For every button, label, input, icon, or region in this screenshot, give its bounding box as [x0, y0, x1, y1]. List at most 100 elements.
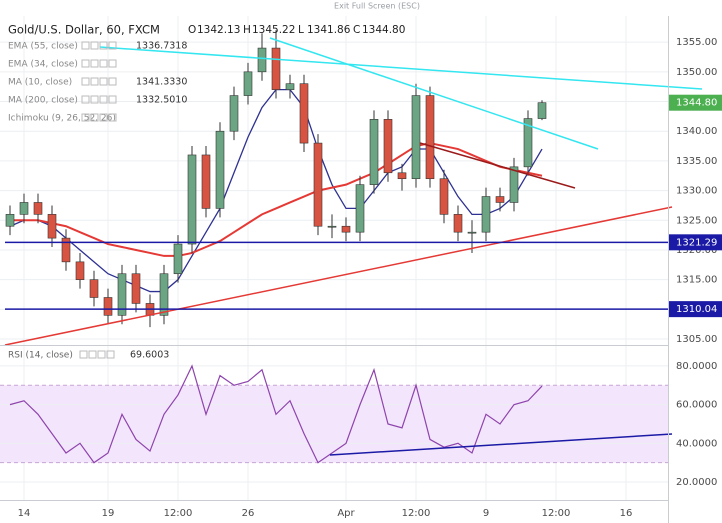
candle-body [285, 83, 295, 90]
candle-body [341, 225, 351, 233]
candle-body [75, 261, 85, 280]
rsi-band [0, 385, 668, 463]
legend-name: MA (200, close) [8, 96, 78, 106]
price-tag [669, 234, 722, 251]
legend-name: EMA (34, close) [8, 60, 78, 70]
ohlc-label: L [298, 24, 304, 36]
candle-body [47, 214, 57, 239]
legend-button [108, 77, 117, 86]
legend-value: 1341.3330 [136, 77, 187, 88]
candle-body [425, 95, 435, 180]
candle-body [33, 202, 43, 215]
legend-button [108, 113, 117, 122]
legend-name: Ichimoku (9, 26, 52, 26) [8, 114, 116, 124]
legend-button [81, 113, 90, 122]
x-tick-label: 19 [102, 508, 115, 519]
candle-body [201, 154, 211, 209]
candle-body [215, 130, 225, 209]
y-tick-label: 1340.00 [676, 126, 717, 137]
candle-body [397, 172, 407, 180]
legend-name: EMA (55, close) [8, 42, 78, 52]
candle-body [495, 196, 505, 203]
legend-button [81, 41, 90, 50]
legend-button [90, 95, 99, 104]
trend-line [419, 142, 576, 189]
ohlc-value: 1342.13 [197, 24, 240, 36]
candle-body [453, 214, 463, 233]
legend-button [90, 113, 99, 122]
legend-button [81, 77, 90, 86]
candle-body [355, 184, 365, 233]
candle-body [411, 95, 421, 180]
ohlc-value: 1345.22 [252, 24, 295, 36]
price-tag-label: 1321.29 [676, 237, 717, 248]
legend-button [88, 350, 97, 359]
legend: Gold/U.S. Dollar, 60, FXCM EMA (55, clos… [8, 23, 405, 361]
rsi-line [9, 364, 543, 464]
candle-body [299, 83, 309, 144]
chart-title: Gold/U.S. Dollar, 60, FXCM [8, 23, 160, 37]
legend-button [79, 350, 88, 359]
candle-body [257, 47, 267, 73]
ohlc-value: 1344.80 [362, 24, 405, 36]
legend-name: MA (10, close) [8, 78, 72, 88]
indicator-title: RSI (14, close) [8, 351, 73, 361]
y-tick-label: 1335.00 [676, 156, 717, 167]
legend-button [106, 350, 115, 359]
legend-button [97, 350, 106, 359]
candle-body [523, 118, 533, 168]
price-tag-label: 1344.80 [676, 98, 717, 109]
candle-body [89, 279, 99, 298]
candle-body [159, 273, 169, 316]
candle-body [103, 297, 113, 316]
legend-button [108, 59, 117, 68]
trend-line [269, 37, 599, 150]
x-tick-label: 26 [242, 508, 255, 519]
trend-line [99, 46, 703, 90]
legend-button [90, 41, 99, 50]
legend-button [99, 41, 108, 50]
x-tick-label: 9 [483, 508, 489, 519]
candle-body [243, 71, 253, 96]
x-tick-label: 12:00 [164, 508, 193, 519]
legend-button [99, 77, 108, 86]
candle-body [229, 95, 239, 132]
legend-button [90, 59, 99, 68]
toolbar [0, 0, 722, 16]
x-tick-label: 16 [620, 508, 633, 519]
candle-body [369, 119, 379, 185]
legend-button [81, 59, 90, 68]
y-tick-label: 20.0000 [676, 477, 717, 488]
legend-button [108, 41, 117, 50]
candle-body [327, 225, 337, 228]
price-tag [669, 301, 722, 318]
indicator-line [10, 142, 543, 257]
ohlc-label: O [188, 24, 196, 36]
y-tick-label: 1325.00 [676, 215, 717, 226]
candle-body [5, 214, 15, 227]
candle-body [19, 202, 29, 215]
ohlc-label: C [353, 24, 360, 36]
candle-body [173, 243, 183, 275]
candle-body [509, 166, 519, 203]
y-tick-label: 40.0000 [676, 438, 717, 449]
y-tick-label: 1305.00 [676, 334, 717, 345]
trend-line [4, 206, 673, 346]
legend-button [81, 95, 90, 104]
x-tick-label: 14 [18, 508, 31, 519]
y-tick-label: 1350.00 [676, 67, 717, 78]
trend-line [329, 433, 673, 456]
price-tag-label: 1310.04 [676, 304, 717, 315]
y-tick-label: 1330.00 [676, 186, 717, 197]
candle-body [271, 47, 281, 90]
exit-fullscreen[interactable]: Exit Full Screen (ESC) [334, 2, 420, 11]
y-tick-label: 1315.00 [676, 275, 717, 286]
y-tick-label: 80.0000 [676, 361, 717, 372]
legend-value: 1332.5010 [136, 95, 187, 106]
candle-body [467, 231, 477, 234]
legend-button [108, 95, 117, 104]
ohlc-value: 1341.86 [307, 24, 351, 36]
candle-body [481, 196, 491, 233]
x-tick-label: 12:00 [542, 508, 571, 519]
